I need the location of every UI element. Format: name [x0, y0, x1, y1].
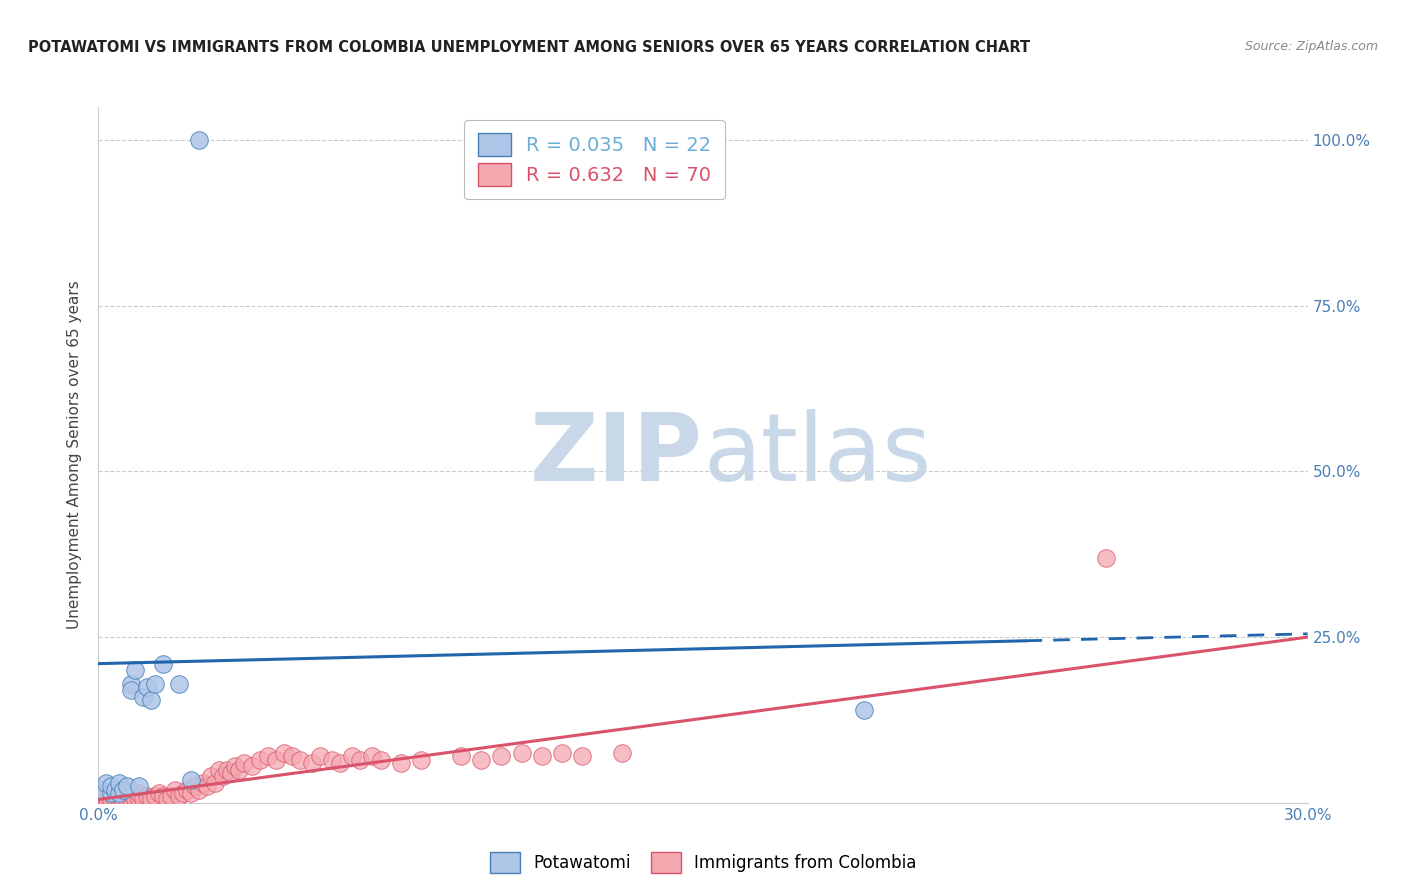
Point	[264, 753, 287, 767]
Point	[224, 759, 246, 773]
Point	[188, 782, 211, 797]
Point	[249, 753, 271, 767]
Point	[450, 749, 472, 764]
Point	[204, 776, 226, 790]
Point	[139, 693, 162, 707]
Point	[389, 756, 412, 770]
Point	[100, 786, 122, 800]
Point	[281, 749, 304, 764]
Point	[107, 786, 129, 800]
Legend: Potawatomi, Immigrants from Colombia: Potawatomi, Immigrants from Colombia	[484, 846, 922, 880]
Point	[176, 782, 198, 797]
Legend: R = 0.035   N = 22, R = 0.632   N = 70: R = 0.035 N = 22, R = 0.632 N = 70	[464, 120, 724, 200]
Point	[152, 657, 174, 671]
Point	[361, 749, 384, 764]
Point	[103, 782, 125, 797]
Point	[309, 749, 332, 764]
Point	[273, 746, 295, 760]
Point	[128, 779, 150, 793]
Point	[530, 749, 553, 764]
Point	[120, 786, 142, 800]
Point	[180, 786, 202, 800]
Point	[107, 776, 129, 790]
Point	[221, 766, 243, 780]
Point	[208, 763, 231, 777]
Point	[184, 779, 207, 793]
Point	[288, 753, 311, 767]
Point	[193, 776, 215, 790]
Point	[409, 753, 432, 767]
Point	[152, 789, 174, 804]
Point	[115, 786, 138, 800]
Point	[128, 792, 150, 806]
Point	[148, 786, 170, 800]
Point	[128, 786, 150, 800]
Point	[96, 792, 118, 806]
Point	[232, 756, 254, 770]
Point	[321, 753, 343, 767]
Point	[195, 779, 218, 793]
Point	[111, 782, 134, 797]
Text: POTAWATOMI VS IMMIGRANTS FROM COLOMBIA UNEMPLOYMENT AMONG SENIORS OVER 65 YEARS : POTAWATOMI VS IMMIGRANTS FROM COLOMBIA U…	[28, 40, 1031, 55]
Point	[370, 753, 392, 767]
Point	[156, 792, 179, 806]
Point	[349, 753, 371, 767]
Point	[111, 782, 134, 797]
Point	[301, 756, 323, 770]
Point	[212, 769, 235, 783]
Point	[103, 786, 125, 800]
Point	[228, 763, 250, 777]
Text: Source: ZipAtlas.com: Source: ZipAtlas.com	[1244, 40, 1378, 54]
Point	[853, 703, 876, 717]
Point	[120, 676, 142, 690]
Point	[96, 776, 118, 790]
Point	[329, 756, 352, 770]
Point	[103, 792, 125, 806]
Point	[551, 746, 574, 760]
Point	[135, 789, 157, 804]
Point	[139, 792, 162, 806]
Point	[163, 782, 186, 797]
Text: ZIP: ZIP	[530, 409, 703, 501]
Point	[188, 133, 211, 147]
Point	[571, 749, 593, 764]
Point	[115, 779, 138, 793]
Point	[491, 749, 513, 764]
Point	[167, 789, 190, 804]
Point	[100, 786, 122, 800]
Point	[91, 782, 114, 797]
Point	[111, 792, 134, 806]
Point	[124, 792, 146, 806]
Point	[107, 792, 129, 806]
Y-axis label: Unemployment Among Seniors over 65 years: Unemployment Among Seniors over 65 years	[67, 281, 83, 629]
Point	[167, 676, 190, 690]
Point	[100, 779, 122, 793]
Point	[172, 786, 194, 800]
Point	[120, 683, 142, 698]
Point	[107, 789, 129, 804]
Point	[100, 792, 122, 806]
Point	[124, 663, 146, 677]
Point	[160, 789, 183, 804]
Point	[132, 792, 155, 806]
Point	[217, 763, 239, 777]
Point	[470, 753, 492, 767]
Point	[200, 769, 222, 783]
Point	[180, 772, 202, 787]
Point	[143, 676, 166, 690]
Point	[91, 792, 114, 806]
Text: atlas: atlas	[703, 409, 931, 501]
Point	[240, 759, 263, 773]
Point	[143, 789, 166, 804]
Point	[256, 749, 278, 764]
Point	[96, 789, 118, 804]
Point	[120, 792, 142, 806]
Point	[132, 690, 155, 704]
Point	[115, 792, 138, 806]
Point	[342, 749, 364, 764]
Point	[510, 746, 533, 760]
Point	[612, 746, 634, 760]
Point	[1095, 550, 1118, 565]
Point	[135, 680, 157, 694]
